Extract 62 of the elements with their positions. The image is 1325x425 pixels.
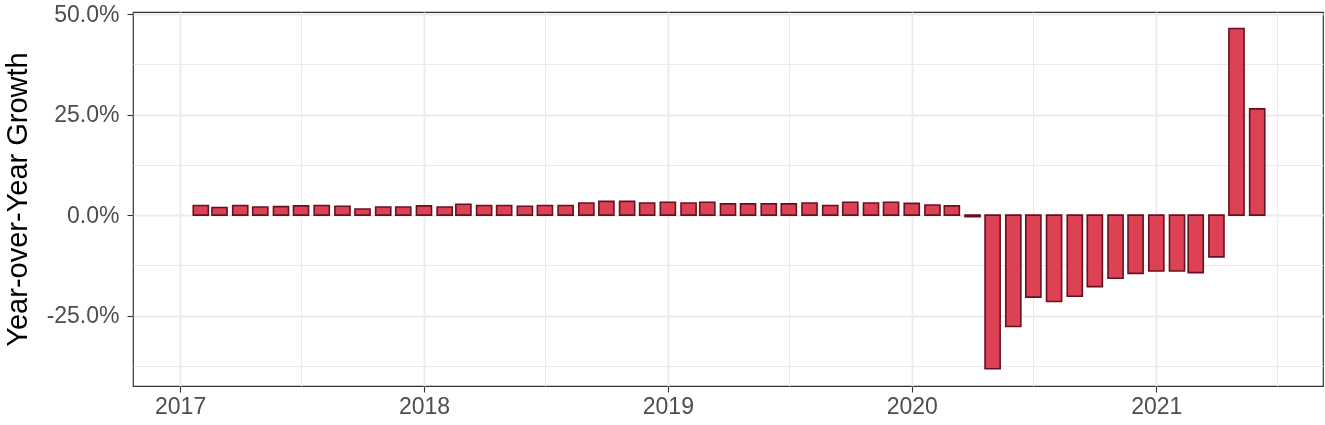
y-tick-label: 50.0%: [54, 0, 120, 27]
bar: [1107, 214, 1124, 280]
bar: [1168, 214, 1186, 272]
bar: [1147, 214, 1165, 272]
y-tick-label: 0.0%: [67, 201, 120, 228]
bar: [1248, 108, 1266, 216]
bar: [1004, 214, 1022, 328]
bar: [1127, 214, 1144, 275]
bar: [903, 202, 921, 216]
y-axis-title: Year-over-Year Growth: [0, 52, 33, 347]
bar: [1025, 214, 1042, 298]
bar: [739, 203, 757, 216]
bar: [475, 204, 493, 216]
bar: [638, 202, 656, 216]
bar: [984, 214, 1001, 370]
bar: [841, 201, 859, 216]
bar: [821, 204, 839, 216]
x-tick-label: 2021: [1131, 392, 1183, 419]
bar: [578, 202, 595, 216]
bar: [192, 204, 210, 216]
bar: [882, 201, 900, 216]
bar: [536, 204, 554, 216]
bar: [374, 206, 392, 216]
bar: [272, 205, 290, 216]
bar: [516, 205, 534, 216]
bar: [618, 200, 636, 216]
bar: [780, 203, 798, 216]
bar: [1066, 214, 1084, 298]
x-tick-label: 2020: [886, 392, 938, 419]
bar: [862, 202, 880, 216]
bar: [394, 206, 412, 216]
bar: [292, 205, 310, 216]
bar: [557, 204, 574, 216]
bar: [211, 206, 228, 216]
bar: [231, 204, 249, 216]
bar: [1208, 214, 1225, 258]
bar: [719, 203, 737, 216]
bar: [760, 203, 778, 216]
bar: [495, 204, 513, 216]
bar: [1086, 214, 1104, 288]
bar: [334, 205, 351, 216]
bar: [1045, 214, 1063, 303]
bar: [354, 208, 371, 216]
y-tick-label: -25.0%: [46, 302, 120, 329]
y-tick-label: 25.0%: [54, 101, 120, 128]
bar: [455, 203, 472, 216]
x-tick-label: 2019: [642, 392, 694, 419]
x-tick-label: 2017: [155, 392, 207, 419]
bar: [801, 202, 818, 216]
bar: [659, 201, 677, 216]
bar: [251, 206, 269, 216]
bar: [943, 205, 961, 216]
bar: [415, 205, 433, 216]
bar: [1187, 214, 1205, 274]
x-tick-label: 2018: [398, 392, 451, 419]
bar: [598, 200, 615, 216]
bar: [924, 204, 941, 216]
bar: [313, 204, 331, 216]
bar: [1228, 27, 1245, 216]
bar: [680, 202, 697, 216]
bar: [698, 201, 716, 216]
bar: [436, 206, 454, 216]
